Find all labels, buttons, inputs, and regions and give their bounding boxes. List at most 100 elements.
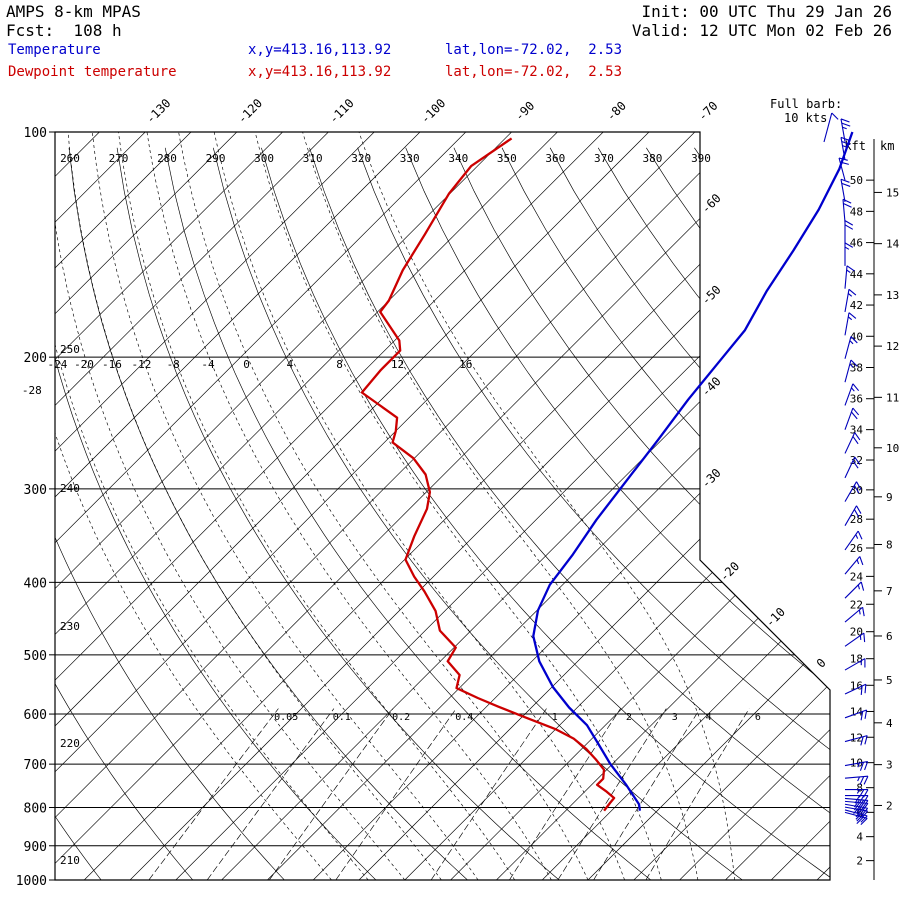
dry-adiabat-label: 350 [497, 152, 517, 165]
km-tick-label: 5 [886, 674, 893, 687]
mixing-ratio-label: 3 [672, 712, 678, 723]
isotherm-label: -80 [604, 99, 629, 124]
kft-tick-label: 16 [850, 679, 863, 692]
km-tick-label: 15 [886, 186, 899, 199]
kft-tick-label: 40 [850, 330, 863, 343]
dry-adiabat-label: 300 [254, 152, 274, 165]
km-tick-label: 7 [886, 585, 893, 598]
barb-legend-line1: Full barb: [770, 97, 843, 111]
dry-adiabat-label: 240 [60, 482, 80, 495]
moist-adiabat-label: -24 [47, 358, 67, 371]
dry-adiabat-label: 390 [691, 152, 711, 165]
isotherm-label: -110 [326, 96, 356, 126]
km-tick-label: 3 [886, 759, 893, 772]
moist-adiabat-label: 0 [243, 358, 250, 371]
isotherm-label: -30 [699, 466, 724, 491]
kft-tick-label: 48 [850, 205, 863, 218]
temperature-legend-label: Temperature [8, 42, 101, 58]
mixing-ratio-label: 1 [552, 712, 558, 723]
isotherm-label: 0 [814, 656, 829, 671]
km-tick-label: 4 [886, 717, 893, 730]
dry-adiabat-label: 270 [109, 152, 129, 165]
mixing-ratio-label: 0.2 [392, 712, 410, 723]
isotherm-label: -60 [699, 191, 724, 216]
pressure-label: 300 [24, 483, 47, 498]
model-title: AMPS 8-km MPAS [6, 2, 141, 21]
dry-adiabat-label: 230 [60, 620, 80, 633]
km-tick-label: 11 [886, 391, 899, 404]
height-axis: kftkm24681012141618202224262830323436384… [844, 139, 900, 880]
dewpoint-legend-label: Dewpoint temperature [8, 64, 177, 80]
pressure-label: 400 [24, 576, 47, 591]
pressure-label: 800 [24, 802, 47, 817]
kft-tick-label: 24 [850, 570, 864, 583]
km-tick-label: 6 [886, 630, 893, 643]
dewpoint-latlon: lat,lon=-72.02, 2.53 [445, 64, 623, 80]
dry-adiabat-label: 220 [60, 737, 80, 750]
kft-tick-label: 36 [850, 393, 863, 406]
dry-adiabat-label: 210 [60, 854, 80, 867]
km-tick-label: 8 [886, 538, 893, 551]
pressure-label: 200 [24, 351, 47, 366]
dry-adiabat-label: 250 [60, 343, 80, 356]
kft-tick-label: 38 [850, 361, 863, 374]
mixing-ratio-label: 6 [755, 712, 761, 723]
barb-legend-line2: 10 kts [784, 111, 828, 125]
chart-frame [54, 131, 831, 881]
mixing-ratio-label: 0.1 [333, 712, 351, 723]
dry-adiabat-label: 260 [60, 152, 80, 165]
dry-adiabat-label: 320 [351, 152, 371, 165]
isotherm-label: -90 [512, 99, 537, 124]
isotherm-label: -130 [143, 96, 173, 126]
mixing-ratio-label: 0.05 [274, 712, 298, 723]
kft-tick-label: 44 [850, 268, 864, 281]
mixing-ratio-label: 2 [626, 712, 632, 723]
mixing-ratio-label: 4 [706, 712, 712, 723]
valid-time: Valid: 12 UTC Mon 02 Feb 26 [631, 21, 892, 40]
km-tick-label: 14 [886, 238, 900, 251]
isotherm-label: -70 [695, 99, 720, 124]
km-tick-label: 12 [886, 340, 899, 353]
pressure-label: 600 [24, 708, 47, 723]
dry-adiabat-label: 370 [594, 152, 614, 165]
isotherm-label: -100 [418, 96, 448, 126]
kft-tick-label: 50 [850, 174, 863, 187]
dry-adiabat-label: 330 [400, 152, 420, 165]
kft-tick-label: 34 [850, 424, 864, 437]
forecast-hour: Fcst: 108 h [6, 21, 122, 40]
km-axis-label: km [880, 139, 894, 153]
isotherm-label: -50 [699, 283, 724, 308]
dewpoint-curve [360, 137, 616, 812]
kft-tick-label: 46 [850, 237, 863, 250]
kft-tick-label: 42 [850, 299, 863, 312]
moist-adiabat-label: -8 [167, 358, 180, 371]
temperature-latlon: lat,lon=-72.02, 2.53 [445, 42, 623, 58]
pressure-label: 900 [24, 840, 47, 855]
moist-adiabat-label: 8 [336, 358, 343, 371]
kft-tick-label: 18 [850, 653, 863, 666]
temperature-xy: x,y=413.16,113.92 [248, 42, 392, 58]
pressure-label: 700 [24, 758, 47, 773]
wind-barbs [823, 112, 869, 826]
km-tick-label: 2 [886, 799, 893, 812]
km-tick-label: 13 [886, 289, 899, 302]
isotherm-label: -40 [699, 374, 724, 399]
grid-lines [55, 132, 830, 880]
moist-adiabat-label: 16 [459, 358, 472, 371]
moist-adiabat-label: -16 [102, 358, 122, 371]
dewpoint-xy: x,y=413.16,113.92 [248, 64, 392, 80]
pressure-label: 100 [24, 126, 47, 141]
dry-adiabat-label: 380 [642, 152, 662, 165]
kft-tick-label: 28 [850, 513, 863, 526]
moist-adiabat-label: 12 [391, 358, 404, 371]
moist-adiabat-label: -12 [131, 358, 151, 371]
dry-adiabat-label: 360 [545, 152, 565, 165]
pressure-label: 500 [24, 649, 47, 664]
km-tick-label: 10 [886, 442, 899, 455]
isotherm-label: -120 [235, 96, 265, 126]
moist-adiabat-label: -4 [201, 358, 215, 371]
moist-adiabat-label: -28 [22, 384, 42, 397]
